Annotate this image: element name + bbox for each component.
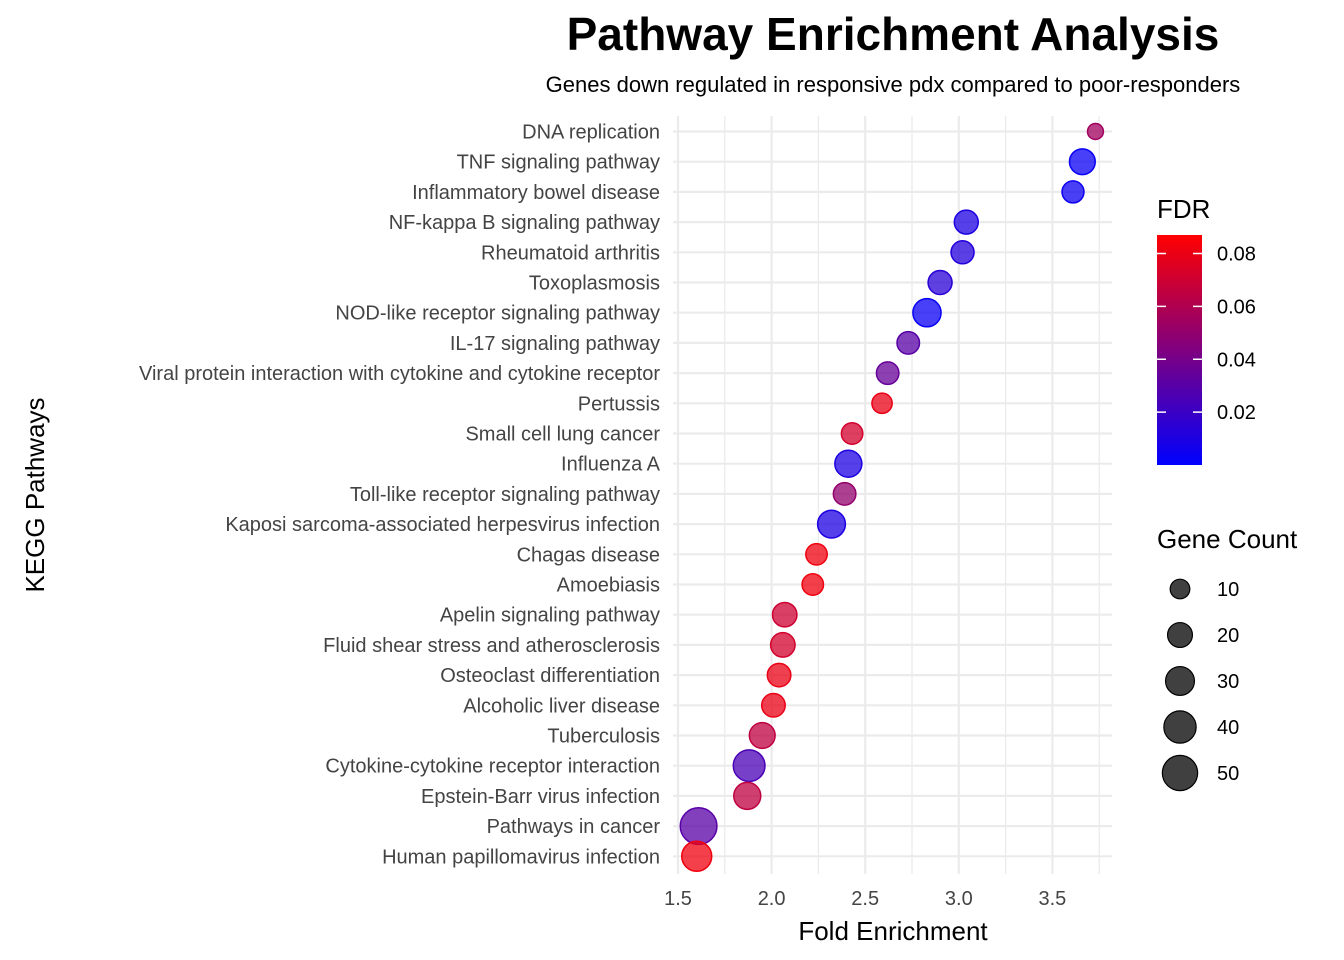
data-point <box>896 330 921 355</box>
data-point <box>840 422 864 445</box>
y-tick-labels: DNA replication TNF signaling pathway Infl… <box>139 122 661 869</box>
size-legend-items: 10 20 30 40 50 <box>1161 578 1239 792</box>
y-tick-label: Alcoholic liver disease <box>463 695 660 717</box>
y-tick-label: Tuberculosis <box>547 726 660 748</box>
colorbar-tick-label: 0.04 <box>1217 349 1256 371</box>
data-point <box>733 781 762 811</box>
size-legend-label: 20 <box>1217 625 1239 647</box>
y-tick-label: DNA replication <box>522 122 660 144</box>
data-point <box>680 840 713 873</box>
colorbar-tick-label: 0.06 <box>1217 296 1256 318</box>
x-tick-label: 2.5 <box>851 888 879 910</box>
data-point <box>801 573 825 596</box>
size-legend-key <box>1163 710 1197 744</box>
y-tick-label: TNF signaling pathway <box>457 152 660 174</box>
size-legend-label: 30 <box>1217 671 1239 693</box>
data-point <box>927 269 953 296</box>
data-point <box>766 662 792 688</box>
y-tick-label: Inflammatory bowel disease <box>412 182 660 204</box>
x-axis-label: Fold Enrichment <box>798 916 988 946</box>
data-point <box>953 209 980 235</box>
size-legend-label: 10 <box>1217 579 1239 601</box>
y-tick-label: Toll-like receptor signaling pathway <box>350 484 660 506</box>
data-point <box>679 807 718 846</box>
data-point <box>816 509 847 539</box>
data-points <box>679 122 1105 873</box>
y-tick-label: Chagas disease <box>517 544 660 566</box>
data-point <box>748 721 776 750</box>
data-point <box>805 542 828 566</box>
y-tick-label: Apelin signaling pathway <box>440 605 660 627</box>
y-tick-label: Kaposi sarcoma-associated herpesvirus in… <box>225 514 660 536</box>
data-point <box>950 240 975 265</box>
x-tick-label: 1.5 <box>664 888 692 910</box>
x-tick-label: 3.5 <box>1038 888 1066 910</box>
fdr-legend: FDR 0.02 0.04 0.06 0.08 <box>1157 194 1256 465</box>
y-axis-label: KEGG Pathways <box>20 397 50 592</box>
data-point <box>832 481 857 506</box>
fdr-legend-title: FDR <box>1157 194 1210 224</box>
size-legend-key <box>1161 754 1199 792</box>
y-tick-label: NF-kappa B signaling pathway <box>389 212 660 234</box>
x-tick-label: 3.0 <box>945 888 973 910</box>
y-tick-label: Amoebiasis <box>557 575 660 597</box>
size-legend-key <box>1169 578 1191 600</box>
y-tick-label: Human papillomavirus infection <box>382 846 660 868</box>
data-point <box>771 601 798 628</box>
data-point <box>871 392 893 415</box>
fdr-legend-ticks: 0.02 0.04 0.06 0.08 <box>1157 244 1256 424</box>
size-legend-label: 50 <box>1217 763 1239 785</box>
y-tick-label: Viral protein interaction with cytokine … <box>139 363 660 385</box>
chart-subtitle: Genes down regulated in responsive pdx c… <box>546 72 1241 97</box>
y-tick-label: NOD-like receptor signaling pathway <box>335 303 660 325</box>
y-tick-label: Rheumatoid arthritis <box>481 242 660 264</box>
y-tick-label: Epstein-Barr virus infection <box>421 786 660 808</box>
colorbar-tick-label: 0.02 <box>1217 402 1256 424</box>
data-point <box>1061 180 1085 204</box>
y-tick-label: Toxoplasmosis <box>529 273 660 295</box>
colorbar-tick-label: 0.08 <box>1217 244 1256 266</box>
y-tick-label: Osteoclast differentiation <box>440 665 660 687</box>
data-point <box>912 297 942 328</box>
data-point <box>732 749 766 783</box>
y-tick-label: Influenza A <box>561 454 661 476</box>
data-point <box>834 449 863 478</box>
data-point <box>875 361 900 386</box>
size-legend-key <box>1166 621 1194 649</box>
y-tick-label: Small cell lung cancer <box>465 424 660 446</box>
data-point <box>1086 122 1105 141</box>
size-legend-key <box>1164 665 1196 697</box>
y-tick-label: IL-17 signaling pathway <box>450 333 660 355</box>
data-point <box>769 631 796 658</box>
data-point <box>1068 148 1096 176</box>
y-tick-label: Pathways in cancer <box>487 816 661 838</box>
y-tick-label: Cytokine-cytokine receptor interaction <box>325 756 660 778</box>
x-tick-label: 2.0 <box>758 888 786 910</box>
grid <box>673 116 1112 874</box>
x-tick-labels: 1.5 2.0 2.5 3.0 3.5 <box>664 888 1066 910</box>
data-point <box>760 692 786 718</box>
chart-title: Pathway Enrichment Analysis <box>567 8 1220 60</box>
y-tick-label: Pertussis <box>578 393 660 415</box>
fdr-colorbar <box>1157 235 1202 465</box>
y-tick-label: Fluid shear stress and atherosclerosis <box>323 635 660 657</box>
size-legend-label: 40 <box>1217 717 1239 739</box>
size-legend-title: Gene Count <box>1157 524 1298 554</box>
size-legend: Gene Count 10 20 30 40 50 <box>1157 524 1298 792</box>
